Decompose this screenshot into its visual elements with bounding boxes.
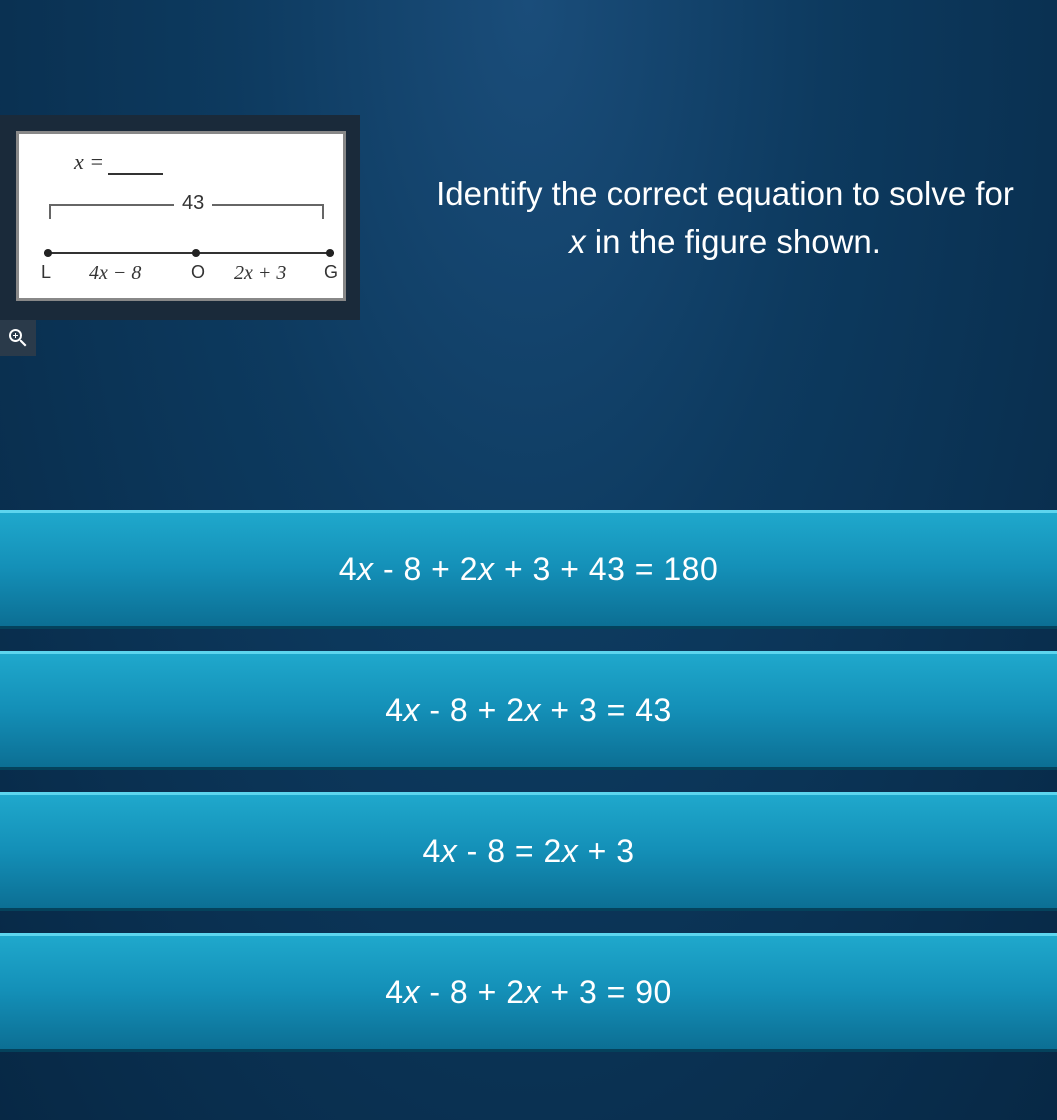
- label-L: L: [41, 262, 51, 283]
- number-line: [44, 252, 334, 254]
- question-line1: Identify the correct equation to solve f…: [436, 175, 1014, 212]
- answers-container: 4x - 8 + 2x + 3 + 43 = 180 4x - 8 + 2x +…: [0, 510, 1057, 1074]
- total-length-label: 43: [174, 192, 212, 215]
- zoom-in-icon: [6, 326, 30, 350]
- point-O: [192, 249, 200, 257]
- x-equals-text: x =: [74, 149, 104, 174]
- segment-LO-label: 4x − 8: [89, 262, 141, 285]
- answer-text-2: 4x - 8 + 2x + 3 = 43: [385, 692, 672, 728]
- point-L: [44, 249, 52, 257]
- question-line2: in the figure shown.: [595, 223, 881, 260]
- answer-text-1: 4x - 8 + 2x + 3 + 43 = 180: [339, 551, 718, 587]
- figure-panel: x = 43 L O G 4x − 8 2x + 3: [0, 115, 360, 320]
- point-G: [326, 249, 334, 257]
- answer-option-3[interactable]: 4x - 8 = 2x + 3: [0, 792, 1057, 911]
- figure-content: x = 43 L O G 4x − 8 2x + 3: [16, 131, 346, 301]
- x-equals-prompt: x =: [74, 149, 163, 175]
- answer-option-1[interactable]: 4x - 8 + 2x + 3 + 43 = 180: [0, 510, 1057, 629]
- answer-text-4: 4x - 8 + 2x + 3 = 90: [385, 974, 672, 1010]
- question-text: Identify the correct equation to solve f…: [395, 170, 1055, 266]
- label-O: O: [191, 262, 205, 283]
- question-var: x: [569, 223, 586, 260]
- x-blank: [108, 173, 163, 175]
- answer-option-2[interactable]: 4x - 8 + 2x + 3 = 43: [0, 651, 1057, 770]
- answer-text-3: 4x - 8 = 2x + 3: [422, 833, 634, 869]
- zoom-button[interactable]: [0, 320, 36, 356]
- answer-option-4[interactable]: 4x - 8 + 2x + 3 = 90: [0, 933, 1057, 1052]
- label-G: G: [324, 262, 338, 283]
- segment-OG-label: 2x + 3: [234, 262, 286, 285]
